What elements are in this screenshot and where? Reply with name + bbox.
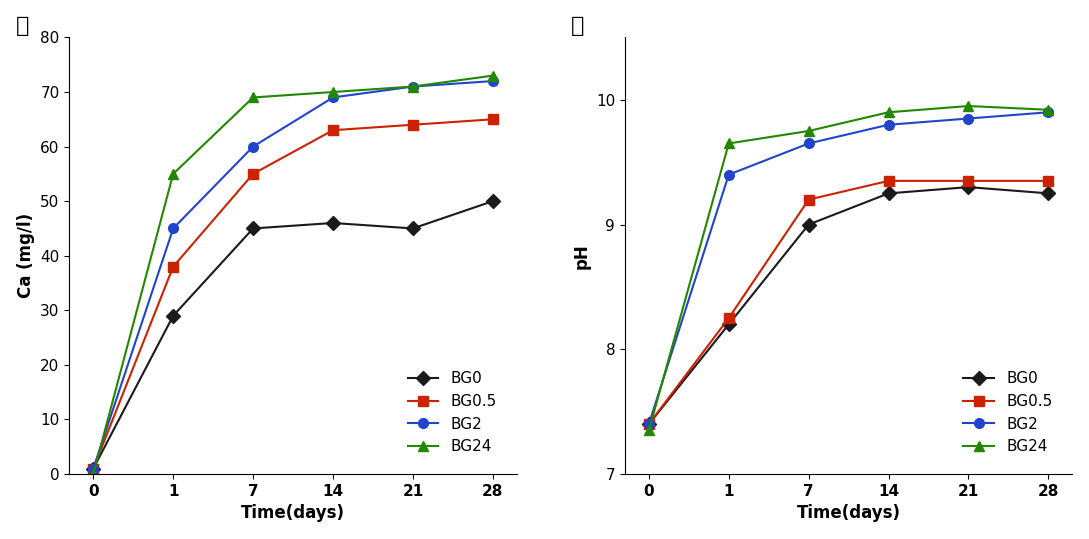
BG2 (406, 84, 419, 90)
Line: BG0.5: BG0.5 (88, 114, 498, 473)
BG0 (87, 465, 100, 472)
X-axis label: Time(days): Time(days) (796, 505, 901, 522)
BG0.5 (643, 421, 656, 427)
BG0.5 (406, 121, 419, 128)
BG0.5 (803, 196, 816, 203)
BG2 (882, 121, 895, 128)
BG2 (803, 140, 816, 147)
BG24 (1042, 107, 1055, 113)
BG0 (406, 225, 419, 232)
BG0 (803, 222, 816, 228)
BG2 (487, 78, 500, 84)
BG2 (1042, 109, 1055, 115)
BG0.5 (246, 171, 259, 177)
BG24 (487, 72, 500, 79)
BG0.5 (882, 178, 895, 184)
Line: BG2: BG2 (644, 107, 1053, 429)
BG24 (882, 109, 895, 115)
BG24 (803, 128, 816, 134)
BG0 (327, 220, 340, 226)
BG24 (722, 140, 735, 147)
BG0.5 (87, 465, 100, 472)
BG2 (722, 171, 735, 178)
BG0.5 (1042, 178, 1055, 184)
Line: BG2: BG2 (88, 76, 498, 473)
Line: BG24: BG24 (88, 71, 498, 479)
BG2 (643, 421, 656, 427)
BG24 (406, 84, 419, 90)
BG2 (167, 225, 180, 232)
BG24 (87, 471, 100, 478)
BG2 (327, 94, 340, 101)
Line: BG24: BG24 (644, 101, 1053, 436)
Y-axis label: Ca (mg/l): Ca (mg/l) (16, 213, 35, 298)
BG0 (962, 184, 975, 190)
BG0.5 (487, 116, 500, 122)
BG2 (246, 143, 259, 150)
Legend: BG0, BG0.5, BG2, BG24: BG0, BG0.5, BG2, BG24 (395, 359, 510, 466)
BG0.5 (327, 127, 340, 134)
BG24 (167, 171, 180, 177)
BG0 (167, 313, 180, 319)
Text: 가: 가 (15, 16, 29, 36)
Text: 나: 나 (571, 16, 585, 36)
BG0 (643, 421, 656, 427)
BG24 (246, 94, 259, 101)
Y-axis label: pH: pH (573, 243, 590, 268)
BG24 (643, 427, 656, 434)
Line: BG0: BG0 (644, 182, 1053, 429)
BG0.5 (722, 315, 735, 321)
BG0 (1042, 190, 1055, 197)
Line: BG0: BG0 (88, 196, 498, 473)
BG0 (882, 190, 895, 197)
BG0.5 (167, 264, 180, 270)
BG0 (487, 198, 500, 204)
BG24 (962, 103, 975, 109)
BG2 (87, 465, 100, 472)
BG2 (962, 115, 975, 122)
Line: BG0.5: BG0.5 (644, 176, 1053, 429)
BG0 (722, 321, 735, 328)
BG0.5 (962, 178, 975, 184)
X-axis label: Time(days): Time(days) (241, 505, 345, 522)
BG24 (327, 89, 340, 95)
BG0 (246, 225, 259, 232)
Legend: BG0, BG0.5, BG2, BG24: BG0, BG0.5, BG2, BG24 (951, 359, 1065, 466)
